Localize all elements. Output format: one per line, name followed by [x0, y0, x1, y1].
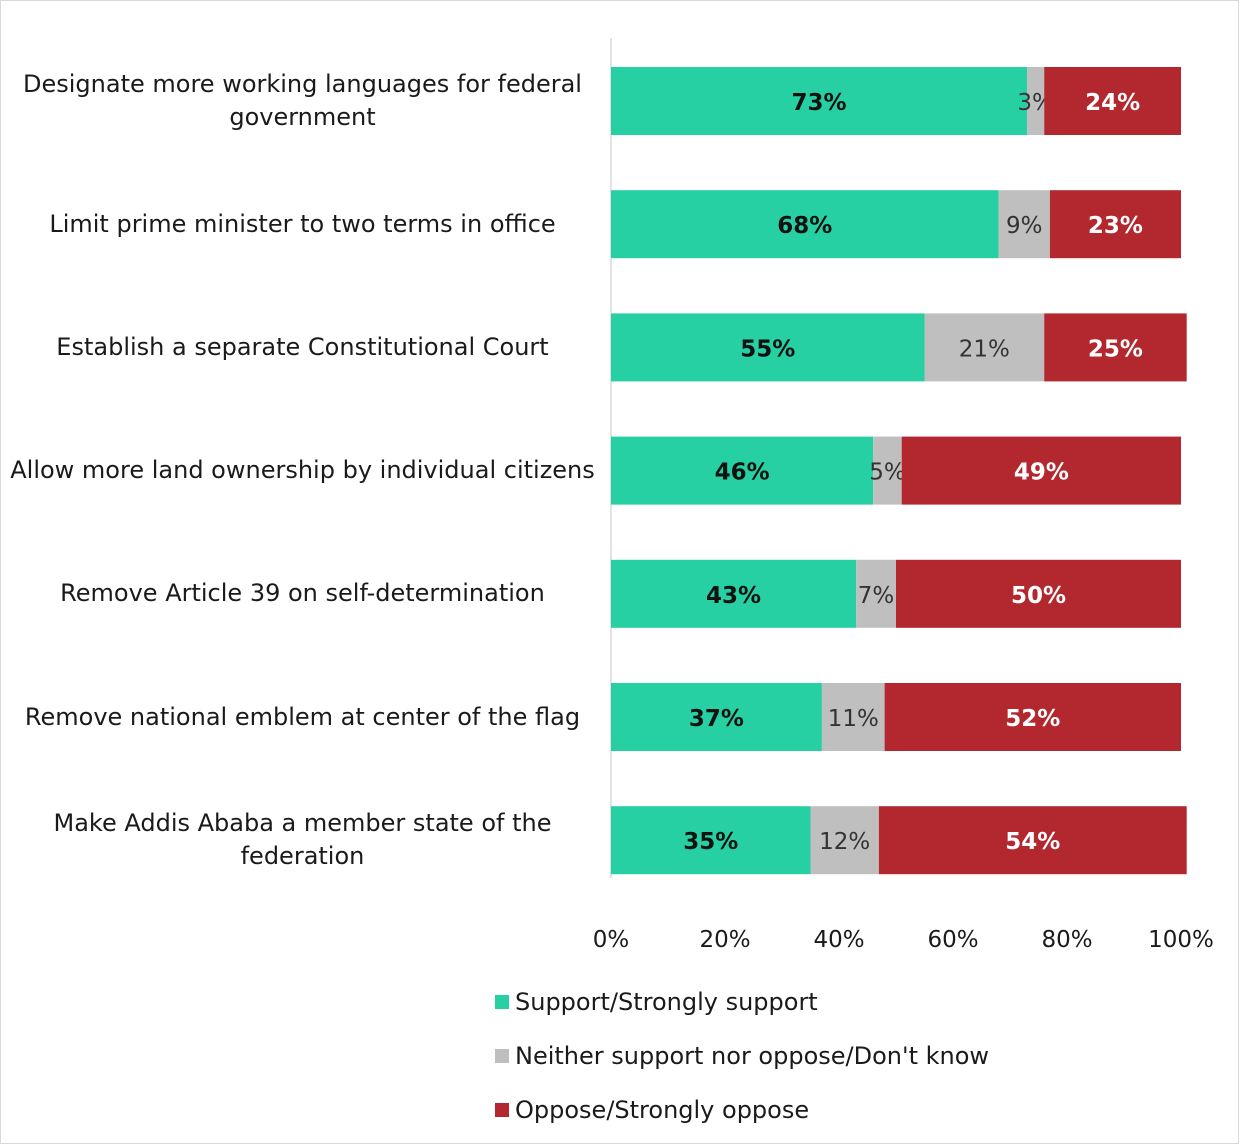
- category-label: Remove Article 39 on self-determination: [60, 579, 545, 608]
- bar-segment: [1044, 67, 1181, 135]
- x-tick-label: 40%: [813, 927, 864, 953]
- category-label: Establish a separate Constitutional Cour…: [56, 332, 549, 361]
- x-tick-label: 20%: [699, 927, 750, 953]
- legend-swatch: [495, 995, 509, 1009]
- x-tick-label: 100%: [1148, 927, 1214, 953]
- bar-segment: [924, 313, 1045, 382]
- bar-segment: [611, 313, 925, 382]
- bar-segment: [896, 559, 1181, 628]
- x-tick-label: 80%: [1041, 927, 1092, 953]
- category-label: Allow more land ownership by individual …: [10, 456, 595, 485]
- data-label: 9%: [1006, 213, 1043, 239]
- data-label: 49%: [1014, 460, 1069, 486]
- bar-segment: [611, 559, 857, 628]
- data-label: 11%: [828, 706, 879, 732]
- data-label: 68%: [777, 213, 832, 239]
- category-label: Make Addis Ababa a member state of the f…: [53, 809, 552, 871]
- legend-label: Support/Strongly support: [515, 988, 818, 1016]
- bar-segment: [884, 683, 1181, 751]
- data-label: 54%: [1005, 829, 1060, 855]
- bar-segment: [810, 806, 879, 875]
- bar-segment: [611, 436, 874, 505]
- bar-segment: [856, 559, 896, 628]
- bar-segment: [998, 190, 1050, 259]
- data-label: 46%: [715, 460, 770, 486]
- bar-segment: [873, 436, 902, 505]
- data-label: 35%: [683, 829, 738, 855]
- data-label: 52%: [1005, 706, 1060, 732]
- legend-swatch: [495, 1103, 509, 1117]
- x-tick-label: 60%: [927, 927, 978, 953]
- data-label: 12%: [819, 829, 870, 855]
- bar-segment: [611, 806, 811, 875]
- legend-label: Neither support nor oppose/Don't know: [515, 1042, 990, 1070]
- bar-segment: [821, 683, 885, 751]
- category-label: Limit prime minister to two terms in off…: [49, 209, 556, 238]
- data-label: 5%: [869, 460, 906, 486]
- data-label: 23%: [1088, 213, 1143, 239]
- data-label: 37%: [689, 706, 744, 732]
- data-label: 7%: [858, 583, 895, 609]
- data-label: 25%: [1088, 336, 1143, 362]
- bar-segment: [878, 806, 1187, 875]
- legend-item: Support/Strongly support: [495, 987, 818, 1017]
- bar-segment: [611, 67, 1028, 135]
- bar-segment: [611, 190, 999, 259]
- bar-segment: [1027, 67, 1045, 135]
- legend-label: Oppose/Strongly oppose: [515, 1096, 810, 1124]
- legend-item: Neither support nor oppose/Don't know: [495, 1041, 989, 1071]
- data-label: 55%: [740, 336, 795, 362]
- category-label: Designate more working languages for fed…: [23, 70, 582, 131]
- legend-swatch: [495, 1049, 509, 1063]
- data-label: 73%: [792, 90, 847, 116]
- data-label: 21%: [959, 336, 1010, 362]
- x-tick-label: 0%: [593, 927, 630, 953]
- bar-segment: [1049, 190, 1181, 259]
- data-label: 50%: [1011, 583, 1066, 609]
- data-label: 43%: [706, 583, 761, 609]
- category-label: Remove national emblem at center of the …: [24, 702, 581, 731]
- bar-segment: [611, 683, 822, 751]
- bar-segment: [901, 436, 1181, 505]
- bar-segment: [1044, 313, 1187, 382]
- legend-item: Oppose/Strongly oppose: [495, 1095, 809, 1125]
- data-label: 24%: [1085, 90, 1140, 116]
